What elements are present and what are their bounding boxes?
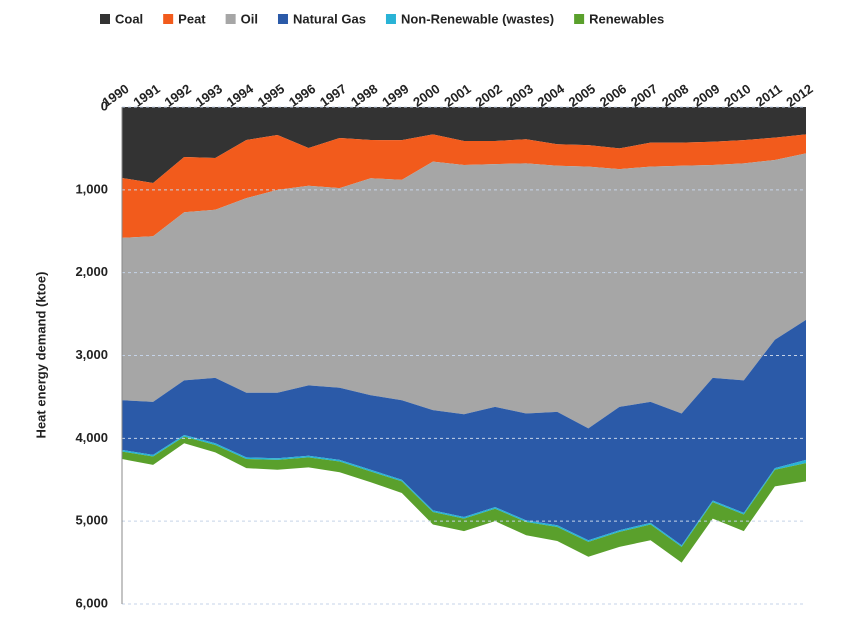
x-tick-label: 2000: [410, 81, 442, 110]
legend-label: Coal: [115, 11, 143, 26]
x-tick-label: 2010: [721, 81, 753, 110]
y-tick-label: 1,000: [75, 181, 108, 196]
x-tick-label: 1992: [162, 81, 194, 110]
legend-swatch: [163, 14, 174, 24]
legend-label: Renewables: [589, 11, 664, 26]
y-tick-label: 0: [101, 98, 108, 113]
x-tick-label: 1996: [286, 81, 318, 110]
y-tick-label: 2,000: [75, 264, 108, 279]
x-tick-label: 1991: [130, 81, 162, 110]
y-tick-label: 3,000: [75, 347, 108, 362]
x-tick-label: 2007: [628, 81, 660, 110]
area: [122, 107, 806, 184]
x-tick-label: 2006: [597, 81, 629, 110]
legend-label: Peat: [178, 11, 206, 26]
legend-label: Natural Gas: [293, 11, 366, 26]
area: [122, 134, 806, 238]
y-tick-label: 6,000: [75, 595, 108, 610]
legend-swatch: [100, 14, 110, 24]
y-axis-label: Heat energy demand (ktoe): [33, 272, 48, 439]
legend-swatch: [385, 14, 396, 24]
x-tick-label: 2005: [566, 81, 598, 110]
x-tick-label: 1998: [348, 81, 380, 110]
x-tick-label: 1993: [193, 81, 225, 110]
y-tick-label: 4,000: [75, 430, 108, 445]
x-tick-label: 2011: [753, 81, 785, 109]
x-tick-label: 1994: [224, 81, 257, 110]
legend-swatch: [277, 14, 288, 24]
legend-label: Oil: [241, 11, 258, 26]
legend-swatch: [225, 14, 236, 24]
area: [122, 153, 806, 429]
legend-swatch: [574, 14, 585, 24]
x-tick-label: 2004: [535, 81, 568, 110]
x-tick-label: 2012: [783, 81, 815, 110]
x-tick-label: 2003: [504, 81, 536, 110]
x-tick-label: 1999: [379, 81, 411, 110]
x-tick-label: 2001: [441, 81, 473, 110]
x-tick-label: 1997: [317, 81, 349, 110]
x-tick-label: 2002: [472, 81, 504, 110]
x-tick-label: 1995: [255, 81, 287, 110]
y-tick-label: 5,000: [75, 513, 108, 528]
area: [122, 319, 806, 546]
x-tick-label: 2008: [659, 81, 691, 110]
x-tick-label: 2009: [690, 81, 722, 110]
x-tick-label: 1990: [99, 81, 131, 110]
area: [122, 436, 806, 563]
legend-label: Non-Renewable (wastes): [401, 11, 554, 26]
